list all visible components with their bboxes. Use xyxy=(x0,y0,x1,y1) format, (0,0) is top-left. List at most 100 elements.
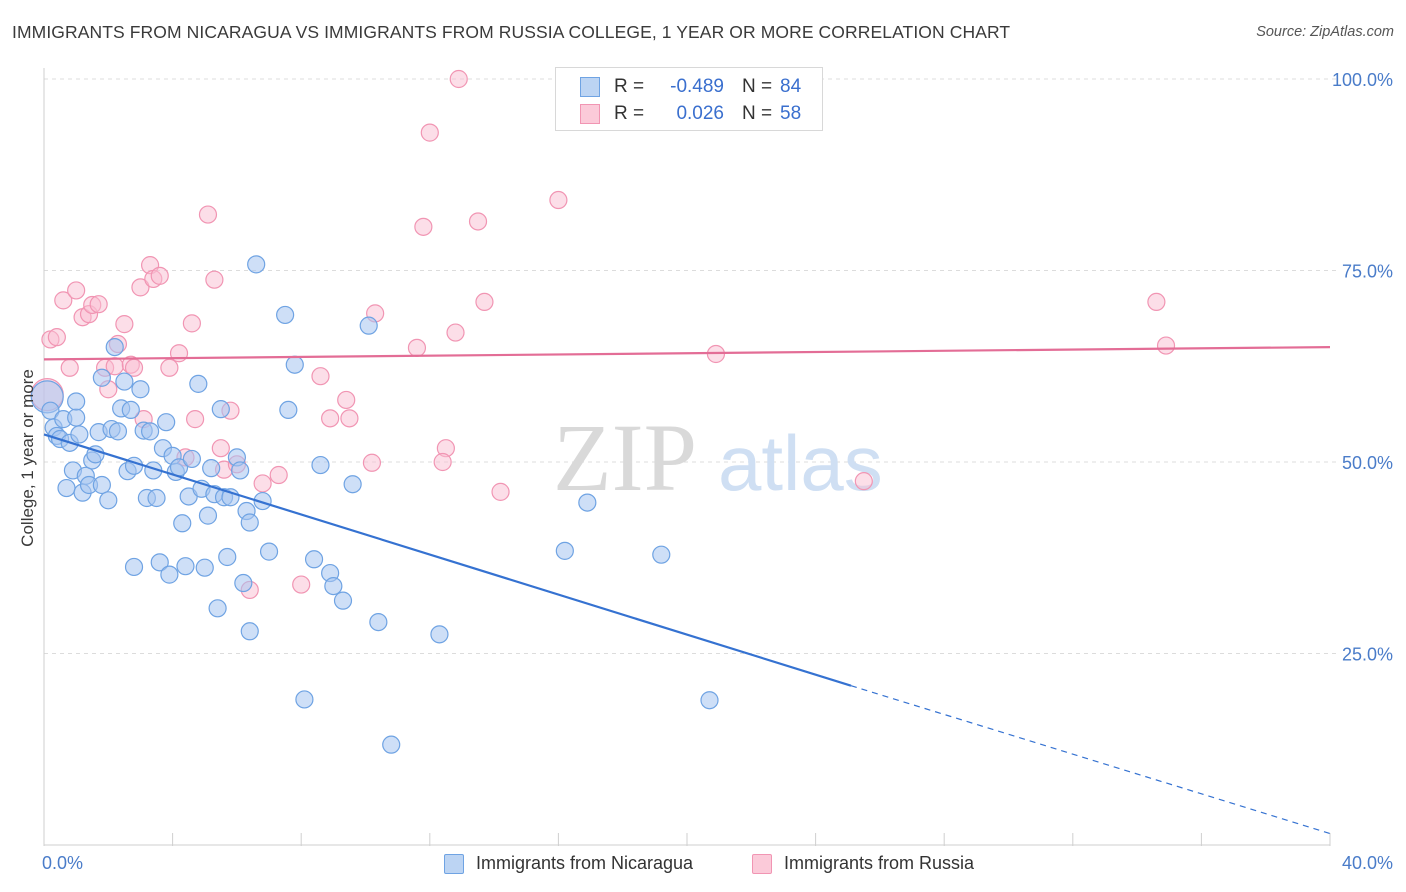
russia-point xyxy=(115,315,134,334)
russia-point xyxy=(433,452,452,472)
legend-item-russia[interactable]: Immigrants from Russia xyxy=(752,853,974,874)
nicaragua-point xyxy=(198,506,218,525)
nicaragua-point xyxy=(247,255,266,274)
y-tick-label: 75.0% xyxy=(1342,262,1393,282)
nicaragua-point xyxy=(218,547,237,567)
russia-point xyxy=(1147,292,1166,312)
russia-point xyxy=(186,410,205,429)
nicaragua-point xyxy=(304,550,324,569)
legend-row-nicaragua: R = -0.489 N = 84 xyxy=(580,74,801,100)
nicaragua-point xyxy=(333,591,353,610)
nicaragua-point xyxy=(211,400,230,419)
nicaragua-point xyxy=(105,338,124,357)
nicaragua-point xyxy=(92,475,111,495)
nicaragua-point xyxy=(70,425,89,444)
source-label: Source: ZipAtlas.com xyxy=(1256,24,1394,40)
nicaragua-point xyxy=(359,316,378,335)
nicaragua-point xyxy=(382,735,401,754)
nicaragua-point xyxy=(131,380,150,399)
russia-point xyxy=(407,338,427,357)
nicaragua-point xyxy=(176,557,195,576)
nicaragua-point xyxy=(430,625,449,644)
russia-point xyxy=(160,358,179,377)
nicaragua-point xyxy=(208,599,227,618)
y-tick-label: 100.0% xyxy=(1332,70,1393,90)
russia-point xyxy=(131,278,150,297)
legend-label-nicaragua: Immigrants from Nicaragua xyxy=(476,853,694,873)
russia-point xyxy=(468,212,488,231)
nicaragua-point xyxy=(189,374,208,393)
russia-point xyxy=(491,482,510,501)
n-value: 84 xyxy=(780,76,802,97)
russia-point xyxy=(54,291,73,310)
legend-row-russia: R = 0.026 N = 58 xyxy=(580,101,801,127)
nicaragua-point xyxy=(700,691,719,710)
trend-line-russia xyxy=(43,346,1331,361)
russia-point xyxy=(337,390,356,410)
russia-point xyxy=(253,474,272,493)
series-legend: Immigrants from Nicaragua Immigrants fro… xyxy=(0,851,1406,879)
legend-label-russia: Immigrants from Russia xyxy=(784,853,975,873)
nicaragua-point xyxy=(160,565,179,584)
nicaragua-point xyxy=(259,542,279,561)
correlation-legend: R = -0.489 N = 84 R = 0.026 N = 58 xyxy=(555,67,823,131)
nicaragua-point xyxy=(202,459,221,478)
russia-point xyxy=(47,328,66,347)
nicaragua-point xyxy=(195,558,214,577)
watermark: ZIP atlas xyxy=(553,404,883,511)
nicaragua-point xyxy=(121,400,140,420)
nicaragua-point xyxy=(140,422,160,441)
r-value: 0.026 xyxy=(676,103,724,124)
grid-layer xyxy=(44,78,1340,654)
trend-layer xyxy=(43,346,1331,835)
russia-point xyxy=(150,266,169,285)
nicaragua-point xyxy=(67,392,86,411)
russia-point xyxy=(67,281,86,300)
r-value: -0.489 xyxy=(670,76,724,97)
nicaragua-point xyxy=(652,545,671,564)
nicaragua-point xyxy=(173,514,192,533)
n-label: N = xyxy=(742,76,773,97)
nicaragua-point xyxy=(295,690,314,709)
legend-swatch-nicaragua xyxy=(580,77,600,97)
nicaragua-point xyxy=(231,461,250,480)
chart-title: IMMIGRANTS FROM NICARAGUA VS IMMIGRANTS … xyxy=(12,22,1011,42)
y-tick-label: 25.0% xyxy=(1342,645,1393,665)
russia-point xyxy=(449,69,468,89)
nicaragua-point xyxy=(108,422,128,441)
y-tick-label: 50.0% xyxy=(1342,453,1393,473)
legend-item-nicaragua[interactable]: Immigrants from Nicaragua xyxy=(444,853,693,874)
nicaragua-point xyxy=(147,488,166,508)
russia-point xyxy=(182,314,201,333)
russia-point xyxy=(211,439,230,458)
nicaragua-point xyxy=(343,475,362,494)
watermark-zip: ZIP xyxy=(553,404,697,511)
nicaragua-point xyxy=(150,553,169,572)
x-tick-label: 0.0% xyxy=(42,853,83,873)
r-label: R = xyxy=(614,76,645,97)
russia-point xyxy=(321,409,340,428)
nicaragua-point xyxy=(285,355,304,374)
nicaragua-point xyxy=(124,557,144,577)
russia-point xyxy=(1156,336,1176,355)
n-label: N = xyxy=(742,103,773,124)
x-tick-label: 40.0% xyxy=(1342,853,1393,873)
nicaragua-point xyxy=(157,413,176,432)
nicaragua-point xyxy=(92,368,111,387)
nicaragua-point xyxy=(99,491,118,510)
nicaragua-point xyxy=(240,513,259,532)
russia-point xyxy=(269,465,288,485)
russia-point xyxy=(198,205,218,224)
russia-point xyxy=(292,575,311,594)
russia-point xyxy=(414,217,433,236)
nicaragua-point xyxy=(555,541,574,560)
russia-point xyxy=(475,292,494,312)
nicaragua-point xyxy=(311,455,330,475)
nicaragua-point xyxy=(369,612,388,632)
r-label: R = xyxy=(614,103,645,124)
nicaragua-point xyxy=(57,478,76,498)
legend-swatch-russia xyxy=(752,853,772,874)
russia-point xyxy=(205,270,224,289)
nicaragua-point xyxy=(182,449,201,469)
